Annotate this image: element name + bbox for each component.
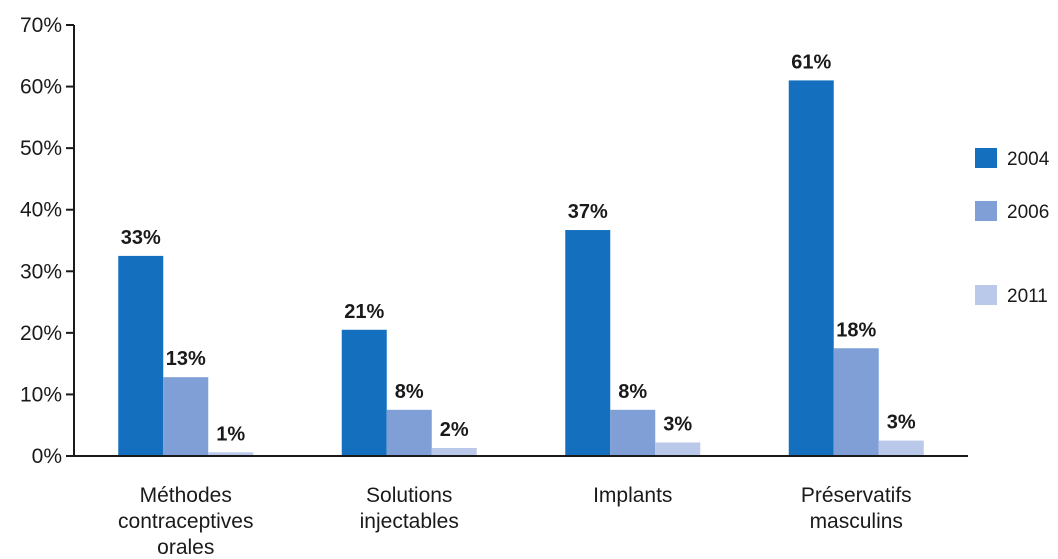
x-category-label: Préservatifs masculins — [801, 484, 912, 533]
legend-swatch-2011 — [975, 285, 997, 305]
data-label: 18% — [836, 319, 876, 341]
bar-2004 — [341, 329, 387, 456]
bar-2006 — [386, 409, 432, 456]
x-category-label-line: Préservatifs — [801, 484, 912, 507]
bar-2006 — [833, 348, 879, 456]
data-label: 37% — [568, 201, 608, 223]
bar-2006 — [163, 377, 209, 456]
x-axis: Méthodes contraceptives orales Solutions inj… — [74, 455, 968, 559]
data-label: 8% — [618, 381, 647, 403]
legend-swatch-2004 — [975, 148, 997, 168]
legend-label: 2011 — [1007, 286, 1048, 307]
x-category-label: Implants — [593, 484, 672, 507]
legend-label: 2006 — [1007, 202, 1049, 223]
y-tick-label: 20% — [20, 322, 62, 345]
legend-label: 2004 — [1007, 149, 1050, 170]
bar-2011 — [655, 442, 701, 456]
bar-2004 — [118, 255, 164, 456]
y-axis: 0% 10% 20% 30% 40% 50% 60% 70% — [20, 14, 75, 468]
y-tick-label: 40% — [20, 199, 62, 222]
x-category-label-line: orales — [157, 536, 214, 559]
data-label: 1% — [216, 423, 245, 445]
bar-2004 — [565, 230, 611, 456]
data-label: 8% — [395, 381, 424, 403]
data-label: 13% — [166, 348, 206, 370]
x-category-label-line: injectables — [360, 510, 459, 533]
x-category-label-line: masculins — [810, 510, 903, 533]
x-category-label: Solutions injectables — [360, 484, 459, 533]
legend-swatch-2006 — [975, 201, 997, 221]
data-label: 3% — [663, 413, 692, 435]
y-tick-label: 60% — [20, 76, 62, 99]
legend: 2004 2006 2011 — [975, 148, 1050, 307]
x-category-label-line: Solutions — [366, 484, 452, 507]
data-label: 21% — [344, 301, 384, 323]
bars: 33% 13% 1% 21% 8% 2% 37% 8% 3% 61% 18% 3% — [118, 51, 924, 457]
y-tick-label: 0% — [32, 445, 62, 468]
x-category-label-line: contraceptives — [118, 510, 253, 533]
bar-2011 — [878, 440, 924, 456]
y-tick-label: 50% — [20, 137, 62, 160]
bar-2011 — [208, 452, 254, 456]
y-tick-label: 70% — [20, 14, 62, 37]
data-label: 3% — [887, 412, 916, 434]
data-label: 61% — [791, 51, 831, 73]
bar-2011 — [431, 447, 477, 456]
bar-2006 — [610, 409, 656, 456]
bar-2004 — [788, 80, 834, 457]
y-tick-label: 10% — [20, 383, 62, 406]
data-label: 2% — [440, 419, 469, 441]
x-category-label-line: Méthodes — [140, 484, 232, 507]
x-category-label: Méthodes contraceptives orales — [118, 484, 253, 559]
y-tick-label: 30% — [20, 260, 62, 283]
x-category-label-line: Implants — [593, 484, 672, 507]
data-label: 33% — [121, 227, 161, 249]
